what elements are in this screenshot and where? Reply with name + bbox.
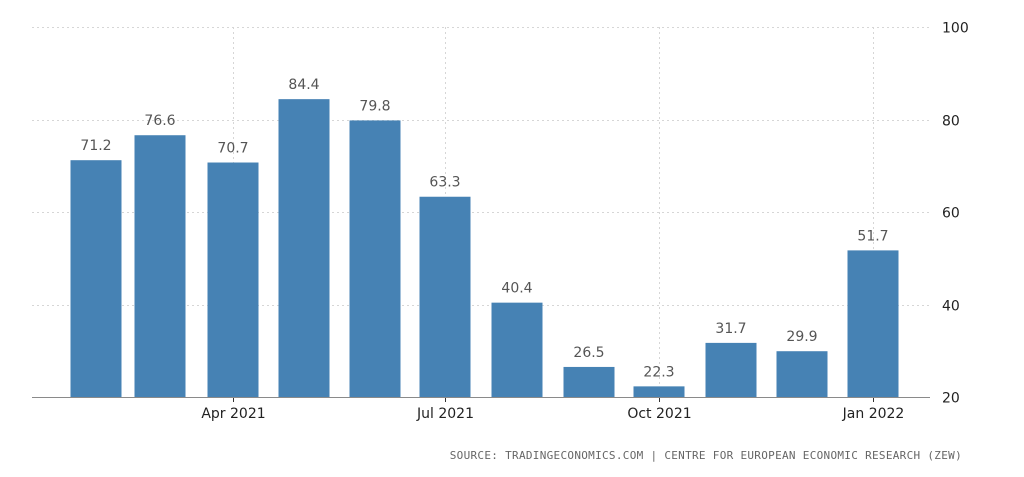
data-label-2021-04: 70.7 <box>217 141 248 157</box>
data-labels: 71.2 76.6 70.7 84.4 79.8 63.3 40.4 26.5 22.3 31.7… <box>80 77 888 380</box>
bar-2021-12 <box>776 351 828 397</box>
x-tick-label: Jan 2022 <box>842 406 905 422</box>
data-label-2021-10: 22.3 <box>643 364 674 380</box>
x-tick-label: Apr 2021 <box>201 406 265 422</box>
source-note: SOURCE: TRADINGECONOMICS.COM | CENTRE FO… <box>449 449 962 462</box>
bar-2021-05 <box>278 99 330 398</box>
data-label-2021-08: 40.4 <box>501 281 532 297</box>
y-tick-label: 60 <box>942 206 960 222</box>
bar-2021-02 <box>70 160 122 397</box>
bars <box>70 99 899 398</box>
data-label-2021-09: 26.5 <box>573 345 604 361</box>
data-label-2021-12: 29.9 <box>786 329 817 345</box>
data-label-2021-11: 31.7 <box>715 321 746 337</box>
axes: 20 40 60 80 100 Apr 2021 Jul 2021 Oct 2021 Jan 2… <box>32 21 969 422</box>
bar-2021-11 <box>705 342 757 397</box>
x-tick-label: Jul 2021 <box>416 406 474 422</box>
bar-2022-01 <box>847 250 899 397</box>
data-label-2021-02: 71.2 <box>80 138 111 154</box>
bar-2021-10 <box>633 386 685 397</box>
data-label-2021-07: 63.3 <box>429 175 460 191</box>
y-tick-label: 100 <box>942 21 969 37</box>
bar-2021-09 <box>563 366 615 397</box>
y-tick-label: 80 <box>942 114 960 130</box>
y-tick-label: 20 <box>942 391 960 407</box>
bar-2021-07 <box>419 196 471 397</box>
data-label-2021-03: 76.6 <box>144 113 175 129</box>
data-label-2021-06: 79.8 <box>359 98 390 114</box>
bar-2021-04 <box>207 162 259 397</box>
y-tick-label: 40 <box>942 299 960 315</box>
bar-2021-08 <box>491 302 543 397</box>
bar-2021-03 <box>134 135 186 397</box>
data-label-2021-05: 84.4 <box>288 77 319 93</box>
x-tick-label: Oct 2021 <box>627 406 691 422</box>
bar-2021-06 <box>349 120 401 398</box>
data-label-2022-01: 51.7 <box>857 228 888 244</box>
